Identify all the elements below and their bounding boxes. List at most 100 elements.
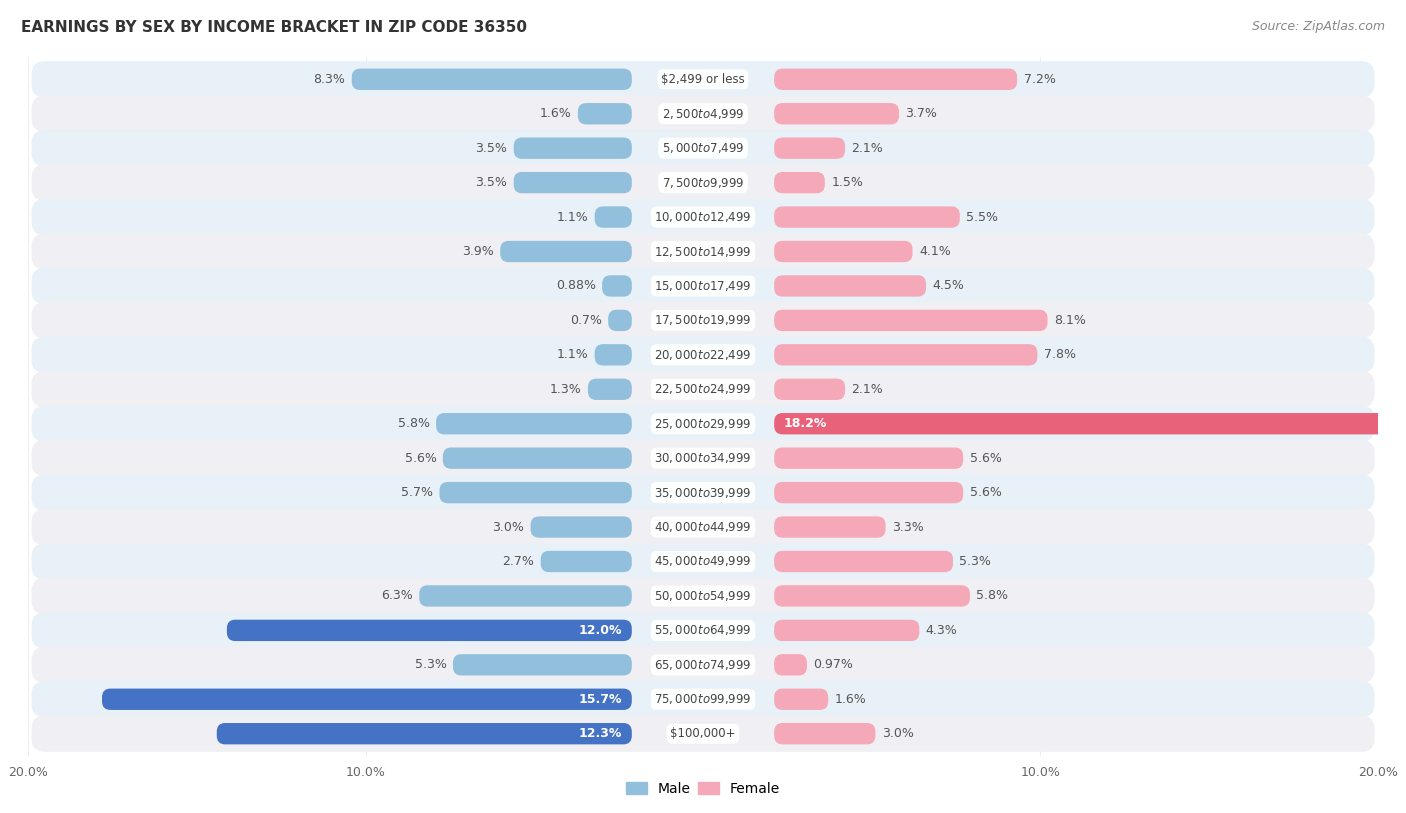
FancyBboxPatch shape <box>588 379 631 400</box>
FancyBboxPatch shape <box>31 715 1375 752</box>
FancyBboxPatch shape <box>775 241 912 262</box>
FancyBboxPatch shape <box>775 379 845 400</box>
FancyBboxPatch shape <box>217 723 631 745</box>
Text: 1.6%: 1.6% <box>540 107 571 120</box>
Text: 5.6%: 5.6% <box>405 452 436 465</box>
Text: 5.5%: 5.5% <box>966 211 998 224</box>
FancyBboxPatch shape <box>775 276 927 297</box>
FancyBboxPatch shape <box>775 447 963 469</box>
FancyBboxPatch shape <box>31 440 1375 476</box>
Text: 3.9%: 3.9% <box>463 245 494 258</box>
Text: $100,000+: $100,000+ <box>671 727 735 740</box>
Text: $50,000 to $54,999: $50,000 to $54,999 <box>654 589 752 603</box>
Text: 2.1%: 2.1% <box>852 383 883 396</box>
Text: $40,000 to $44,999: $40,000 to $44,999 <box>654 520 752 534</box>
FancyBboxPatch shape <box>31 543 1375 580</box>
FancyBboxPatch shape <box>578 103 631 124</box>
Text: 0.7%: 0.7% <box>569 314 602 327</box>
FancyBboxPatch shape <box>31 646 1375 683</box>
Text: 3.5%: 3.5% <box>475 141 508 154</box>
FancyBboxPatch shape <box>31 302 1375 338</box>
FancyBboxPatch shape <box>775 68 1017 90</box>
FancyBboxPatch shape <box>31 267 1375 304</box>
FancyBboxPatch shape <box>775 103 898 124</box>
FancyBboxPatch shape <box>595 344 631 366</box>
FancyBboxPatch shape <box>226 620 631 641</box>
Text: 1.3%: 1.3% <box>550 383 582 396</box>
FancyBboxPatch shape <box>775 482 963 503</box>
Text: 5.8%: 5.8% <box>976 589 1008 602</box>
Text: $17,500 to $19,999: $17,500 to $19,999 <box>654 313 752 328</box>
Text: 3.7%: 3.7% <box>905 107 938 120</box>
Text: $65,000 to $74,999: $65,000 to $74,999 <box>654 658 752 672</box>
Text: 3.5%: 3.5% <box>475 176 508 189</box>
Text: $2,500 to $4,999: $2,500 to $4,999 <box>662 107 744 121</box>
Legend: Male, Female: Male, Female <box>620 776 786 802</box>
FancyBboxPatch shape <box>103 689 631 710</box>
FancyBboxPatch shape <box>530 516 631 537</box>
Text: 5.3%: 5.3% <box>415 659 447 672</box>
Text: 12.3%: 12.3% <box>579 727 621 740</box>
Text: 1.5%: 1.5% <box>831 176 863 189</box>
FancyBboxPatch shape <box>440 482 631 503</box>
FancyBboxPatch shape <box>31 371 1375 407</box>
FancyBboxPatch shape <box>436 413 631 434</box>
Text: 6.3%: 6.3% <box>381 589 413 602</box>
Text: 7.8%: 7.8% <box>1043 348 1076 361</box>
FancyBboxPatch shape <box>775 137 845 159</box>
Text: 12.0%: 12.0% <box>578 624 621 637</box>
Text: 5.8%: 5.8% <box>398 417 430 430</box>
Text: 5.7%: 5.7% <box>401 486 433 499</box>
Text: $2,499 or less: $2,499 or less <box>661 73 745 86</box>
Text: 1.1%: 1.1% <box>557 211 588 224</box>
FancyBboxPatch shape <box>501 241 631 262</box>
Text: EARNINGS BY SEX BY INCOME BRACKET IN ZIP CODE 36350: EARNINGS BY SEX BY INCOME BRACKET IN ZIP… <box>21 20 527 35</box>
FancyBboxPatch shape <box>775 654 807 676</box>
Text: $35,000 to $39,999: $35,000 to $39,999 <box>654 485 752 500</box>
Text: $30,000 to $34,999: $30,000 to $34,999 <box>654 451 752 465</box>
FancyBboxPatch shape <box>775 723 876 745</box>
FancyBboxPatch shape <box>31 509 1375 546</box>
Text: 3.0%: 3.0% <box>492 520 524 533</box>
Text: 4.5%: 4.5% <box>932 280 965 293</box>
Text: 15.7%: 15.7% <box>578 693 621 706</box>
Text: 18.2%: 18.2% <box>785 417 827 430</box>
FancyBboxPatch shape <box>513 172 631 193</box>
FancyBboxPatch shape <box>541 551 631 572</box>
Text: 5.3%: 5.3% <box>959 555 991 568</box>
Text: $7,500 to $9,999: $7,500 to $9,999 <box>662 176 744 189</box>
Text: $10,000 to $12,499: $10,000 to $12,499 <box>654 210 752 224</box>
FancyBboxPatch shape <box>453 654 631 676</box>
FancyBboxPatch shape <box>775 207 960 228</box>
FancyBboxPatch shape <box>31 612 1375 649</box>
Text: 3.0%: 3.0% <box>882 727 914 740</box>
FancyBboxPatch shape <box>602 276 631 297</box>
FancyBboxPatch shape <box>31 233 1375 270</box>
Text: 3.3%: 3.3% <box>891 520 924 533</box>
FancyBboxPatch shape <box>31 406 1375 442</box>
FancyBboxPatch shape <box>419 585 631 606</box>
Text: $55,000 to $64,999: $55,000 to $64,999 <box>654 624 752 637</box>
Text: 5.6%: 5.6% <box>970 452 1001 465</box>
FancyBboxPatch shape <box>31 61 1375 98</box>
FancyBboxPatch shape <box>775 172 825 193</box>
Text: 7.2%: 7.2% <box>1024 73 1056 86</box>
Text: $75,000 to $99,999: $75,000 to $99,999 <box>654 692 752 706</box>
FancyBboxPatch shape <box>775 551 953 572</box>
FancyBboxPatch shape <box>775 516 886 537</box>
FancyBboxPatch shape <box>31 164 1375 201</box>
Text: $22,500 to $24,999: $22,500 to $24,999 <box>654 382 752 396</box>
Text: $45,000 to $49,999: $45,000 to $49,999 <box>654 554 752 568</box>
Text: 8.1%: 8.1% <box>1054 314 1085 327</box>
Text: 0.97%: 0.97% <box>813 659 853 672</box>
FancyBboxPatch shape <box>31 96 1375 132</box>
FancyBboxPatch shape <box>775 344 1038 366</box>
FancyBboxPatch shape <box>31 199 1375 235</box>
Text: 1.1%: 1.1% <box>557 348 588 361</box>
FancyBboxPatch shape <box>513 137 631 159</box>
Text: 8.3%: 8.3% <box>314 73 346 86</box>
Text: $20,000 to $22,499: $20,000 to $22,499 <box>654 348 752 362</box>
FancyBboxPatch shape <box>31 681 1375 717</box>
Text: 4.3%: 4.3% <box>925 624 957 637</box>
FancyBboxPatch shape <box>443 447 631 469</box>
